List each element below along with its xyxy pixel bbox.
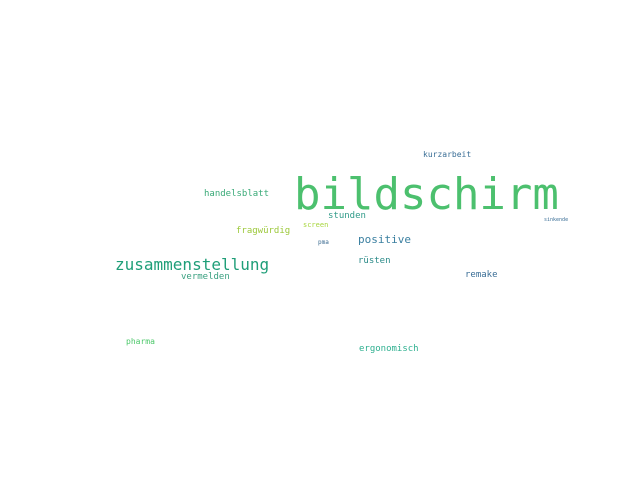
- word-fragwurdig: fragwürdig: [236, 226, 291, 236]
- word-bildschirm: bildschirm: [294, 169, 559, 220]
- word-rusten: rüsten: [358, 256, 391, 266]
- word-positive: positive: [358, 233, 411, 246]
- word-pharma: pharma: [126, 337, 155, 346]
- word-vermelden: vermelden: [181, 272, 230, 282]
- word-pma: pma: [318, 239, 329, 246]
- word-kurzarbeit: kurzarbeit: [423, 150, 472, 159]
- word-handelsblatt: handelsblatt: [204, 189, 270, 199]
- word-stunden: stunden: [328, 211, 366, 221]
- word-remake: remake: [465, 270, 498, 280]
- word-sinkende: sinkende: [544, 217, 569, 223]
- word-zusammenstellung: zusammenstellung: [115, 255, 270, 274]
- word-screen: screen: [303, 221, 329, 229]
- word-ergonomisch: ergonomisch: [359, 344, 419, 354]
